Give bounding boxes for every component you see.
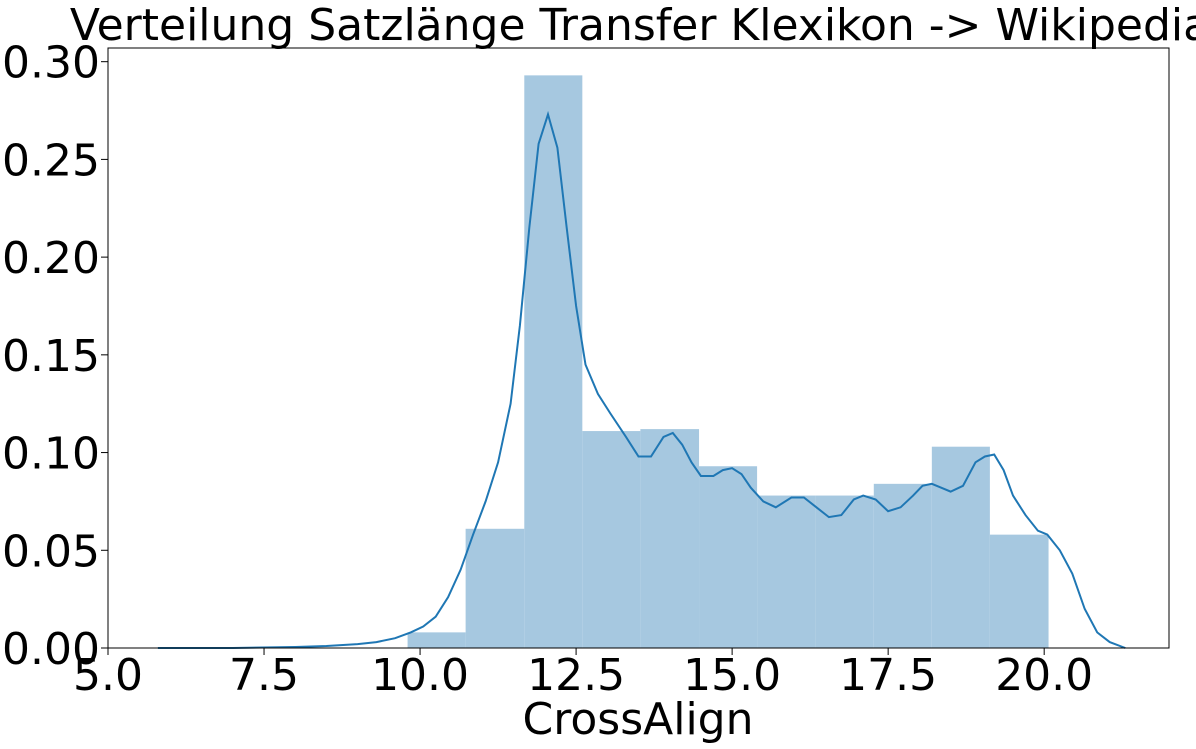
y-tick-label: 0.20: [2, 233, 100, 284]
histogram-bar-7: [815, 495, 874, 648]
chart-title: Verteilung Satzlänge Transfer Klexikon -…: [70, 0, 1196, 51]
x-tick-label: 15.0: [683, 650, 781, 701]
histogram-bar-9: [931, 446, 990, 648]
histogram-bar-3: [582, 431, 641, 648]
y-tick-label: 0.25: [2, 135, 100, 186]
histogram-bar-8: [873, 483, 932, 648]
y-tick-label: 0.05: [2, 526, 100, 577]
x-tick-label: 20.0: [995, 650, 1093, 701]
y-tick-label: 0.10: [2, 429, 100, 480]
histogram-bars: [407, 75, 1049, 648]
x-tick-label: 10.0: [371, 650, 469, 701]
x-tick-label: 12.5: [527, 650, 625, 701]
histogram-bar-2: [524, 75, 583, 648]
x-tick-label: 17.5: [839, 650, 937, 701]
plot-frame: [107, 47, 1170, 649]
histogram-bar-4: [640, 429, 700, 648]
x-axis-ticks: 5.0 7.5 10.0 12.5 15.0 17.5 20.0: [73, 648, 1093, 701]
y-tick-label: 0.30: [2, 38, 100, 89]
y-tick-label: 0.15: [2, 331, 100, 382]
x-tick-label: 7.5: [229, 650, 299, 701]
histogram-bar-6: [757, 495, 816, 648]
x-axis-label: CrossAlign: [523, 694, 754, 745]
y-axis-ticks: 0.00 0.05 0.10 0.15 0.20 0.25 0.30: [2, 38, 108, 675]
histogram-bar-10: [989, 534, 1049, 648]
histogram-bar-5: [699, 466, 758, 648]
y-tick-label: 0.00: [2, 624, 100, 675]
histogram-bar-0: [407, 632, 466, 648]
x-tick-label: 5.0: [73, 650, 143, 701]
kde-line: [157, 110, 1126, 649]
histogram-bar-1: [465, 528, 525, 648]
